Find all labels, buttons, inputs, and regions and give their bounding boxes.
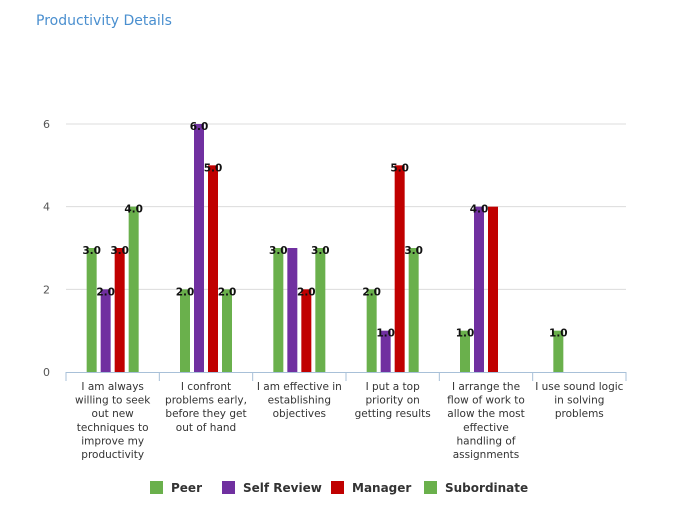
legend-label: Manager — [352, 481, 411, 495]
page-title: Productivity Details — [36, 13, 172, 29]
category-label-line: problems — [555, 408, 604, 420]
bar — [273, 248, 284, 372]
bar — [194, 124, 204, 372]
category-label-line: techniques to — [77, 422, 149, 434]
category-label-line: out of hand — [176, 422, 236, 434]
category-label-line: willing to seek — [75, 395, 151, 407]
category-label-line: I am effective in — [257, 381, 342, 393]
category-label-line: I am always — [81, 381, 144, 393]
category-label-line: productivity — [81, 449, 144, 461]
legend-label: Self Review — [243, 481, 322, 495]
category-label-line: flow of work to — [447, 395, 525, 407]
data-label: 3.0 — [404, 245, 423, 257]
bar — [488, 206, 498, 372]
category-label-line: objectives — [273, 408, 326, 420]
bar — [474, 206, 484, 372]
bar — [128, 206, 139, 372]
category-label-line: effective — [463, 422, 509, 434]
category-label-line: assignments — [453, 449, 520, 461]
legend-swatch — [424, 481, 437, 494]
y-tick-label: 4 — [43, 201, 50, 214]
category-label: I am effective in establishing objectives — [257, 381, 342, 420]
category-label-line: I put a top — [366, 381, 421, 393]
data-label: 3.0 — [269, 245, 288, 257]
category-label: I am always willing to seek out new techniq… — [75, 381, 151, 461]
bar — [180, 289, 190, 372]
bar — [100, 289, 111, 372]
category-label-line: before they get — [165, 408, 246, 420]
data-label: 1.0 — [549, 328, 568, 340]
y-tick-label: 0 — [43, 366, 50, 379]
bar — [208, 165, 218, 372]
data-label: 1.0 — [376, 328, 395, 340]
category-label-line: I confront — [181, 381, 231, 393]
data-label: 4.0 — [124, 204, 143, 216]
category-label-line: I arrange the — [452, 381, 520, 393]
category-label-line: establishing — [268, 395, 331, 407]
legend-swatch — [331, 481, 344, 494]
bar — [222, 289, 232, 372]
category-label-line: priority on — [366, 395, 420, 407]
data-label: 5.0 — [390, 162, 409, 174]
category-label-line: in solving — [554, 395, 604, 407]
bar — [394, 165, 405, 372]
category-label: I use sound logic in solving problems — [535, 381, 623, 420]
bar — [408, 248, 419, 372]
category-label-line: getting results — [355, 408, 431, 420]
bar — [553, 330, 564, 372]
data-label: 2.0 — [297, 286, 316, 298]
bar — [380, 330, 391, 372]
bar — [287, 248, 298, 372]
legend-label: Subordinate — [445, 481, 528, 495]
bar — [315, 248, 326, 372]
legend-swatch — [150, 481, 163, 494]
category-label-line: handling of — [456, 435, 515, 447]
category-label-line: improve my — [81, 435, 144, 447]
data-label: 2.0 — [176, 286, 195, 298]
category-label-line: out new — [92, 408, 135, 420]
category-label-line: allow the most — [447, 408, 524, 420]
data-label: 3.0 — [110, 245, 129, 257]
bar — [460, 330, 470, 372]
data-label: 4.0 — [470, 204, 489, 216]
category-label: I arrange the flow of work to allow the mo… — [447, 381, 525, 461]
data-label: 5.0 — [204, 162, 223, 174]
data-label: 3.0 — [311, 245, 330, 257]
bar — [301, 289, 312, 372]
data-label: 2.0 — [96, 286, 115, 298]
bar — [366, 289, 377, 372]
legend-label: Peer — [171, 481, 202, 495]
data-label: 1.0 — [456, 328, 475, 340]
category-label-line: I use sound logic — [535, 381, 623, 393]
category-label-line: problems early, — [165, 395, 247, 407]
bar — [86, 248, 97, 372]
y-tick-label: 2 — [43, 283, 50, 296]
data-label: 2.0 — [218, 286, 237, 298]
category-label: I put a top priority on getting results — [355, 381, 431, 420]
y-tick-label: 6 — [43, 118, 50, 131]
bar — [114, 248, 125, 372]
legend-swatch — [222, 481, 235, 494]
data-label: 3.0 — [82, 245, 101, 257]
category-label: I confront problems early, before they get… — [165, 381, 247, 434]
data-label: 2.0 — [362, 286, 381, 298]
data-label: 6.0 — [190, 121, 209, 133]
